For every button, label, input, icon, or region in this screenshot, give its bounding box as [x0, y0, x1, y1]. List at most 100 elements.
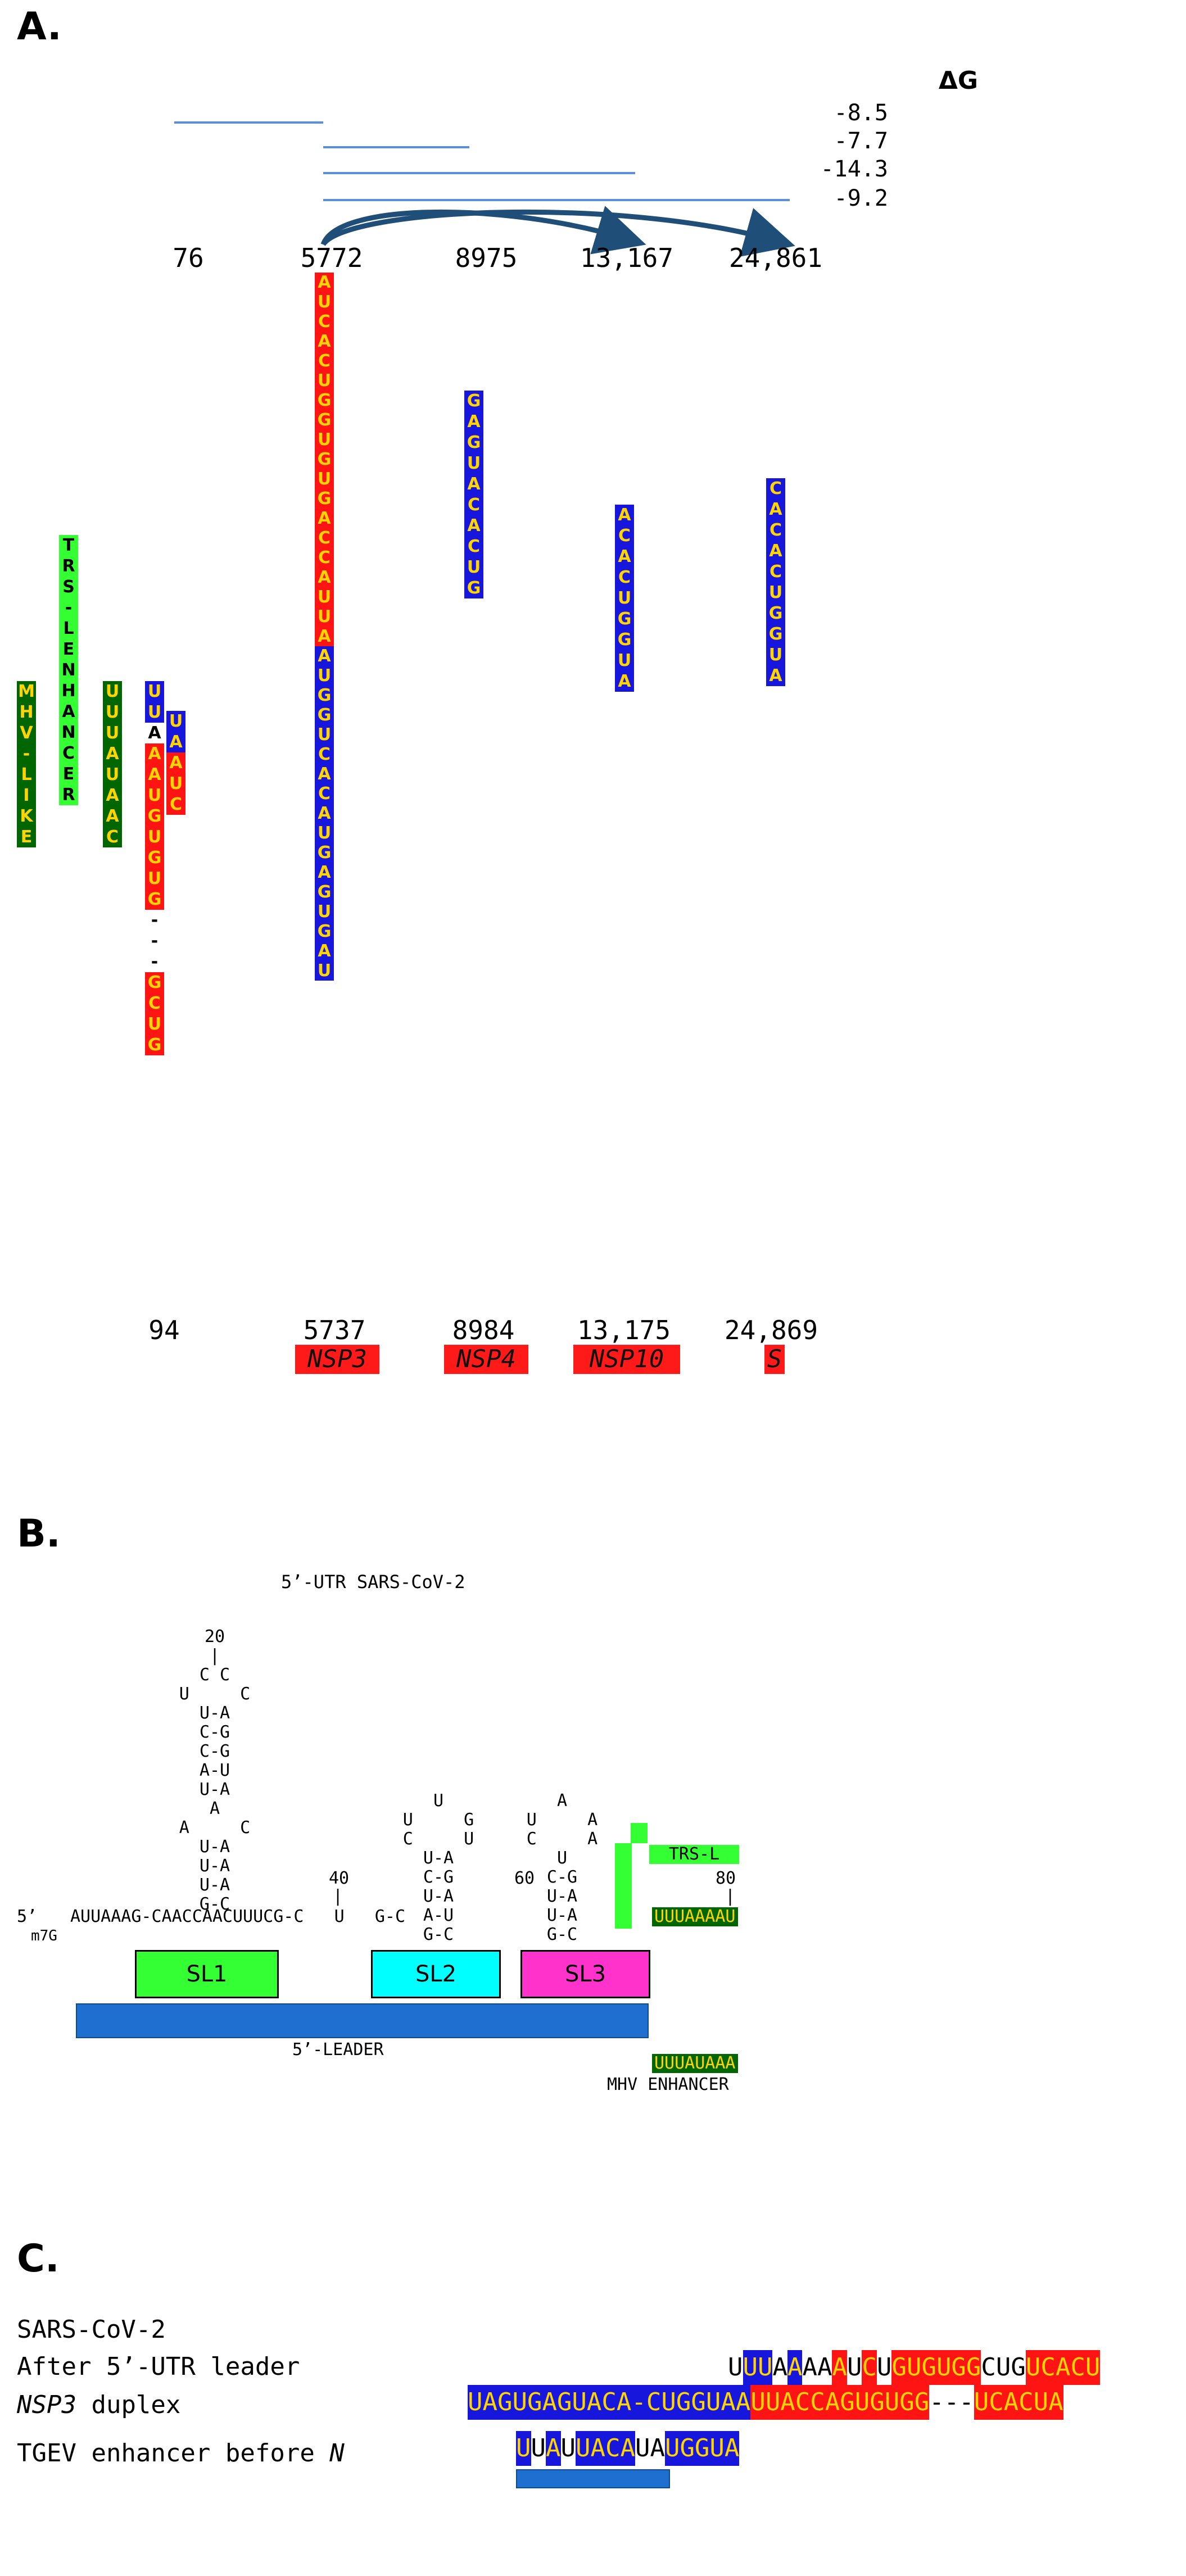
tick-mark: |	[725, 1886, 736, 1906]
gene-label-nsp3: NSP3	[295, 1345, 379, 1374]
nucleotide: A	[467, 516, 481, 536]
nucleotide: H	[19, 702, 34, 722]
nucleotide: U	[315, 902, 334, 922]
position-40: 40	[329, 1868, 350, 1888]
nucleotide: A	[106, 786, 119, 805]
sequence-segment: U	[876, 2353, 892, 2382]
nucleotide: U	[315, 587, 334, 607]
nucleotide: A	[106, 744, 119, 764]
sequence-row-leader: U UU A A AA A U C U GUGUGG CUG UCACU	[728, 2350, 1101, 2385]
delta-g-value: -7.7	[834, 128, 888, 154]
stem-line: A	[556, 1791, 568, 1811]
stem-line: |	[209, 1646, 220, 1666]
nucleotide: A	[315, 627, 334, 646]
tick-mark: |	[333, 1886, 343, 1906]
stem-line: A-U	[423, 1906, 454, 1925]
gene-label-nsp10: NSP10	[573, 1345, 680, 1374]
nucleotide: -	[65, 598, 73, 618]
sequence-segment: U	[560, 2434, 576, 2462]
stem-line: A C	[179, 1818, 251, 1838]
sequence-segment: GUGUGG	[891, 2350, 981, 2385]
nucleotide: A	[618, 505, 631, 525]
nucleotide: C	[769, 562, 782, 582]
nucleotide: A	[618, 672, 631, 691]
stem-line: U-A	[199, 1780, 230, 1799]
nucleotide: S	[62, 577, 75, 597]
nucleotide: U	[467, 453, 481, 473]
stem-line: 20	[204, 1627, 225, 1647]
sequence-segment: UAGUGAGUACA-CUGGUAA	[468, 2385, 751, 2420]
sequence-segment: U	[516, 2431, 531, 2466]
nucleotide: U	[145, 681, 164, 702]
stem-line: C-G	[199, 1722, 230, 1742]
nucleotide: U	[768, 645, 783, 665]
enhancer-label: MHV ENHANCER	[607, 2075, 729, 2094]
position-label: 13,167	[580, 243, 674, 273]
five-prime-label: 5’	[17, 1907, 38, 1926]
enhancer-text: TGEV enhancer before	[17, 2439, 330, 2468]
nucleotide: L	[63, 619, 74, 638]
nucleotide: A	[315, 568, 334, 587]
sequence-segment: A	[832, 2350, 847, 2385]
panel-b-label: B.	[17, 1512, 61, 1556]
duplex-text: duplex	[76, 2391, 181, 2419]
nucleotide: G	[467, 391, 481, 411]
nucleotide: C	[106, 827, 119, 847]
stem-line: U-A	[199, 1856, 230, 1876]
nucleotide: A	[166, 732, 185, 752]
position-label: 94	[148, 1315, 180, 1345]
nucleotide: U	[617, 588, 632, 608]
position-label: 8984	[452, 1315, 515, 1345]
label-tgev-enhancer: TGEV enhancer before N	[17, 2439, 345, 2468]
nucleotide: U	[315, 430, 334, 450]
trs-l-label: TRS-L	[649, 1845, 739, 1864]
stem-line: U	[556, 1848, 568, 1868]
nucleotide: H	[61, 681, 76, 701]
nucleotide: U	[145, 1014, 164, 1035]
nucleotide: N	[61, 660, 76, 680]
nucleotide: C	[62, 743, 75, 763]
nucleotide: G	[315, 489, 334, 509]
nucleotide: K	[20, 806, 33, 826]
nucleotide: U	[105, 765, 120, 784]
nucleotide: A	[618, 547, 631, 566]
nucleotide: U	[467, 557, 481, 577]
nucleotide: C	[315, 745, 334, 764]
nucleotide: G	[315, 705, 334, 725]
interaction-arc	[320, 206, 646, 255]
nucleotide: U	[145, 827, 164, 847]
nucleotide: A	[315, 273, 334, 292]
nucleotide: R	[62, 785, 75, 805]
nucleotide: C	[315, 548, 334, 568]
stem-line: U-A	[546, 1906, 578, 1925]
stem-line: G-C	[423, 1925, 454, 1944]
nucleotide: U	[105, 702, 120, 722]
nucleotide: U	[166, 773, 185, 794]
sequence-segment: A	[546, 2431, 561, 2466]
stem-line: C A	[526, 1829, 598, 1849]
delta-g-header: ΔG	[938, 66, 978, 95]
stem-line: A	[209, 1799, 220, 1818]
tgev-bar	[516, 2469, 670, 2488]
nucleotide: U	[617, 651, 632, 670]
nucleotide: G	[145, 847, 164, 868]
delta-g-value: -8.5	[834, 100, 888, 126]
nucleotide: -	[151, 910, 159, 930]
nucleotide: A	[467, 474, 481, 494]
nucleotide: G	[315, 843, 334, 863]
nucleotide: C	[315, 784, 334, 804]
nucleotide: A	[148, 723, 161, 743]
nucleotide: A	[62, 702, 75, 722]
nucleotide: A	[769, 500, 782, 519]
nucleotide: A	[315, 863, 334, 882]
nucleotide: A	[315, 941, 334, 961]
mhv-like-sequence: UUUAAAAU	[652, 1907, 738, 1926]
nucleotide: G	[617, 630, 632, 650]
position-label: 13,175	[577, 1315, 671, 1345]
sequence-segment: UU	[743, 2350, 773, 2385]
stem-line: U A	[526, 1810, 598, 1830]
